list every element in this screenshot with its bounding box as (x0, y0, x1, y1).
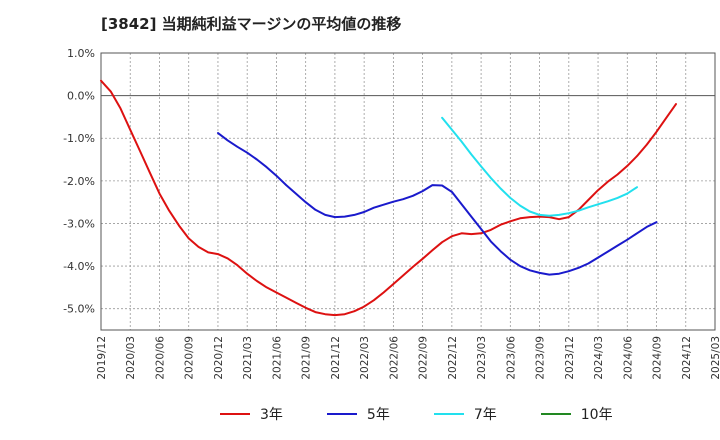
x-tick-label: 2023/06 (505, 336, 517, 380)
legend-item-10y[interactable]: 10年 (540, 404, 613, 424)
x-tick-label: 2024/06 (622, 336, 634, 380)
legend-label-3y: 3年 (260, 407, 283, 423)
legend-item-3y[interactable]: 3年 (220, 404, 283, 424)
x-tick-label: 2023/03 (476, 336, 488, 380)
legend-item-5y[interactable]: 5年 (326, 404, 390, 424)
x-tick-label: 2022/12 (447, 336, 459, 380)
series-line-3 (441, 116, 638, 217)
x-tick-label: 2024/09 (652, 336, 664, 380)
x-tick-label: 2022/03 (359, 336, 371, 380)
y-tick-label: 1.0% (67, 47, 95, 60)
x-tick-label: 2019/12 (96, 336, 108, 380)
x-tick-label: 2024/03 (593, 336, 605, 380)
y-tick-label: 0.0% (67, 90, 95, 103)
chart-title: [3842] 当期純利益マージンの平均値の推移 (101, 15, 402, 33)
x-tick-label: 2021/09 (301, 336, 313, 380)
x-tick-label: 2022/09 (418, 336, 430, 380)
x-tick-label: 2020/09 (184, 336, 196, 380)
x-tick-label: 2023/09 (535, 336, 547, 380)
x-tick-label: 2022/06 (388, 336, 400, 380)
legend-swatch-7y (433, 413, 464, 415)
series-line-1 (100, 79, 677, 317)
x-tick-label: 2020/03 (125, 336, 137, 380)
legend-swatch-3y (220, 413, 250, 415)
y-tick-label: -3.0% (63, 217, 95, 230)
x-tick-label: 2021/03 (242, 336, 254, 380)
legend-item-7y[interactable]: 7年 (433, 404, 497, 424)
x-tick-label: 2025/03 (710, 336, 720, 380)
legend-label-5y: 5年 (366, 407, 390, 423)
y-tick-label: -1.0% (63, 132, 95, 145)
y-tick-label: -2.0% (63, 175, 95, 188)
plot-area-border (100, 52, 716, 331)
y-tick-label: -4.0% (63, 260, 95, 273)
x-tick-label: 2021/12 (330, 336, 342, 380)
legend-label-7y: 7年 (473, 407, 497, 423)
legend-swatch-10y (540, 413, 571, 415)
legend-label-10y: 10年 (580, 407, 613, 423)
legend: 3年 5年 7年 10年 (220, 402, 657, 426)
series-line-2 (217, 132, 658, 276)
x-tick-label: 2021/06 (271, 336, 283, 380)
x-tick-label: 2020/06 (154, 336, 166, 380)
x-tick-label: 2024/12 (681, 336, 693, 380)
x-tick-label: 2020/12 (213, 336, 225, 380)
x-tick-label: 2023/12 (564, 336, 576, 380)
y-tick-label: -5.0% (63, 303, 95, 316)
legend-swatch-5y (326, 413, 357, 415)
